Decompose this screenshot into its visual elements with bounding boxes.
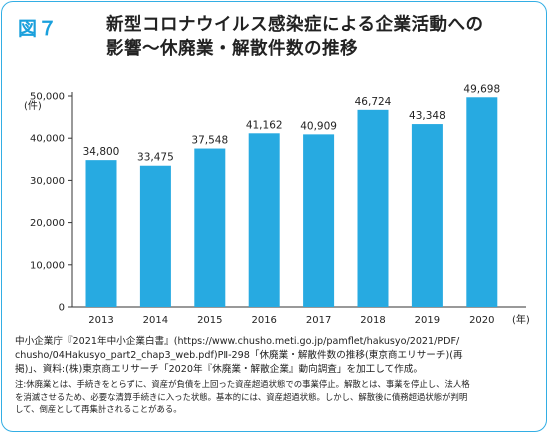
x-tick-label: 2018	[360, 315, 385, 326]
bar-value-label: 37,548	[191, 135, 228, 147]
figure-label: 図７	[18, 18, 59, 40]
bar	[139, 165, 171, 307]
chart-title-line-1: 新型コロナウイルス感染症による企業活動への	[106, 15, 484, 35]
chart-title: 新型コロナウイルス感染症による企業活動への 影響～休廃業・解散件数の推移	[106, 13, 536, 61]
y-tick-label: 40,000	[30, 134, 65, 145]
y-tick-label: 20,000	[30, 218, 65, 229]
x-tick-label: 2016	[251, 315, 276, 326]
note-text: 注:休廃業とは、手続きをとらずに、資産が負債を上回った資産超過状態での事業停止。…	[15, 378, 541, 416]
y-tick-label: 0	[59, 303, 65, 314]
x-tick-label: 2014	[143, 315, 168, 326]
bar	[85, 160, 117, 307]
source-line-2: chusho/04Hakusyo_part2_chap3_web.pdf)PⅡ-…	[15, 350, 463, 361]
chart-title-line-2: 影響～休廃業・解散件数の推移	[106, 39, 358, 59]
bar-chart: 0 10,000 20,000 30,000 40,000 50,000(件) 34,800…	[24, 83, 530, 326]
bar-value-label: 40,909	[300, 120, 337, 132]
x-tick-label: 2020	[469, 315, 494, 326]
bar-value-label: 41,162	[246, 119, 283, 131]
x-tick-label: 2015	[197, 315, 222, 326]
bar-value-label: 34,800	[83, 146, 120, 158]
source-text: 中小企業庁『2021年中小企業白書』(https://www.chusho.me…	[15, 335, 539, 377]
y-axis-unit-label: (件)	[24, 100, 42, 112]
y-tick-label: 50,000	[30, 92, 65, 103]
source-line-3: 掲)」、資料:(株)東京商エリサーチ「2020年『休廃業・解散企業』動向調査」を…	[15, 364, 423, 375]
bar	[466, 97, 498, 307]
x-tick-label: 2019	[415, 315, 440, 326]
bar	[248, 133, 280, 307]
bar-value-label: 46,724	[355, 96, 392, 108]
y-tick-label: 10,000	[30, 260, 65, 271]
bar-value-label: 49,698	[463, 83, 500, 95]
y-tick-label: 30,000	[30, 176, 65, 187]
source-line-1: 中小企業庁『2021年中小企業白書』(https://www.chusho.me…	[15, 336, 460, 347]
x-tick-label: 2017	[306, 315, 331, 326]
bar	[357, 109, 389, 307]
bar-value-label: 43,348	[409, 110, 446, 122]
x-axis-unit-label: (年)	[512, 313, 530, 326]
note-line-3: して、倒産として再集計されることがある。	[15, 404, 182, 414]
x-tick-label: 2013	[88, 315, 113, 326]
note-line-1: 注:休廃業とは、手続きをとらずに、資産が負債を上回った資産超過状態での事業停止。…	[15, 379, 470, 389]
bar	[303, 134, 335, 307]
bar	[411, 124, 443, 307]
note-line-2: を消滅させるため、必要な清算手続きに入った状態。基本的には、資産超過状態。しかし…	[15, 391, 468, 402]
bar-value-label: 33,475	[137, 152, 174, 164]
bar	[194, 148, 226, 307]
